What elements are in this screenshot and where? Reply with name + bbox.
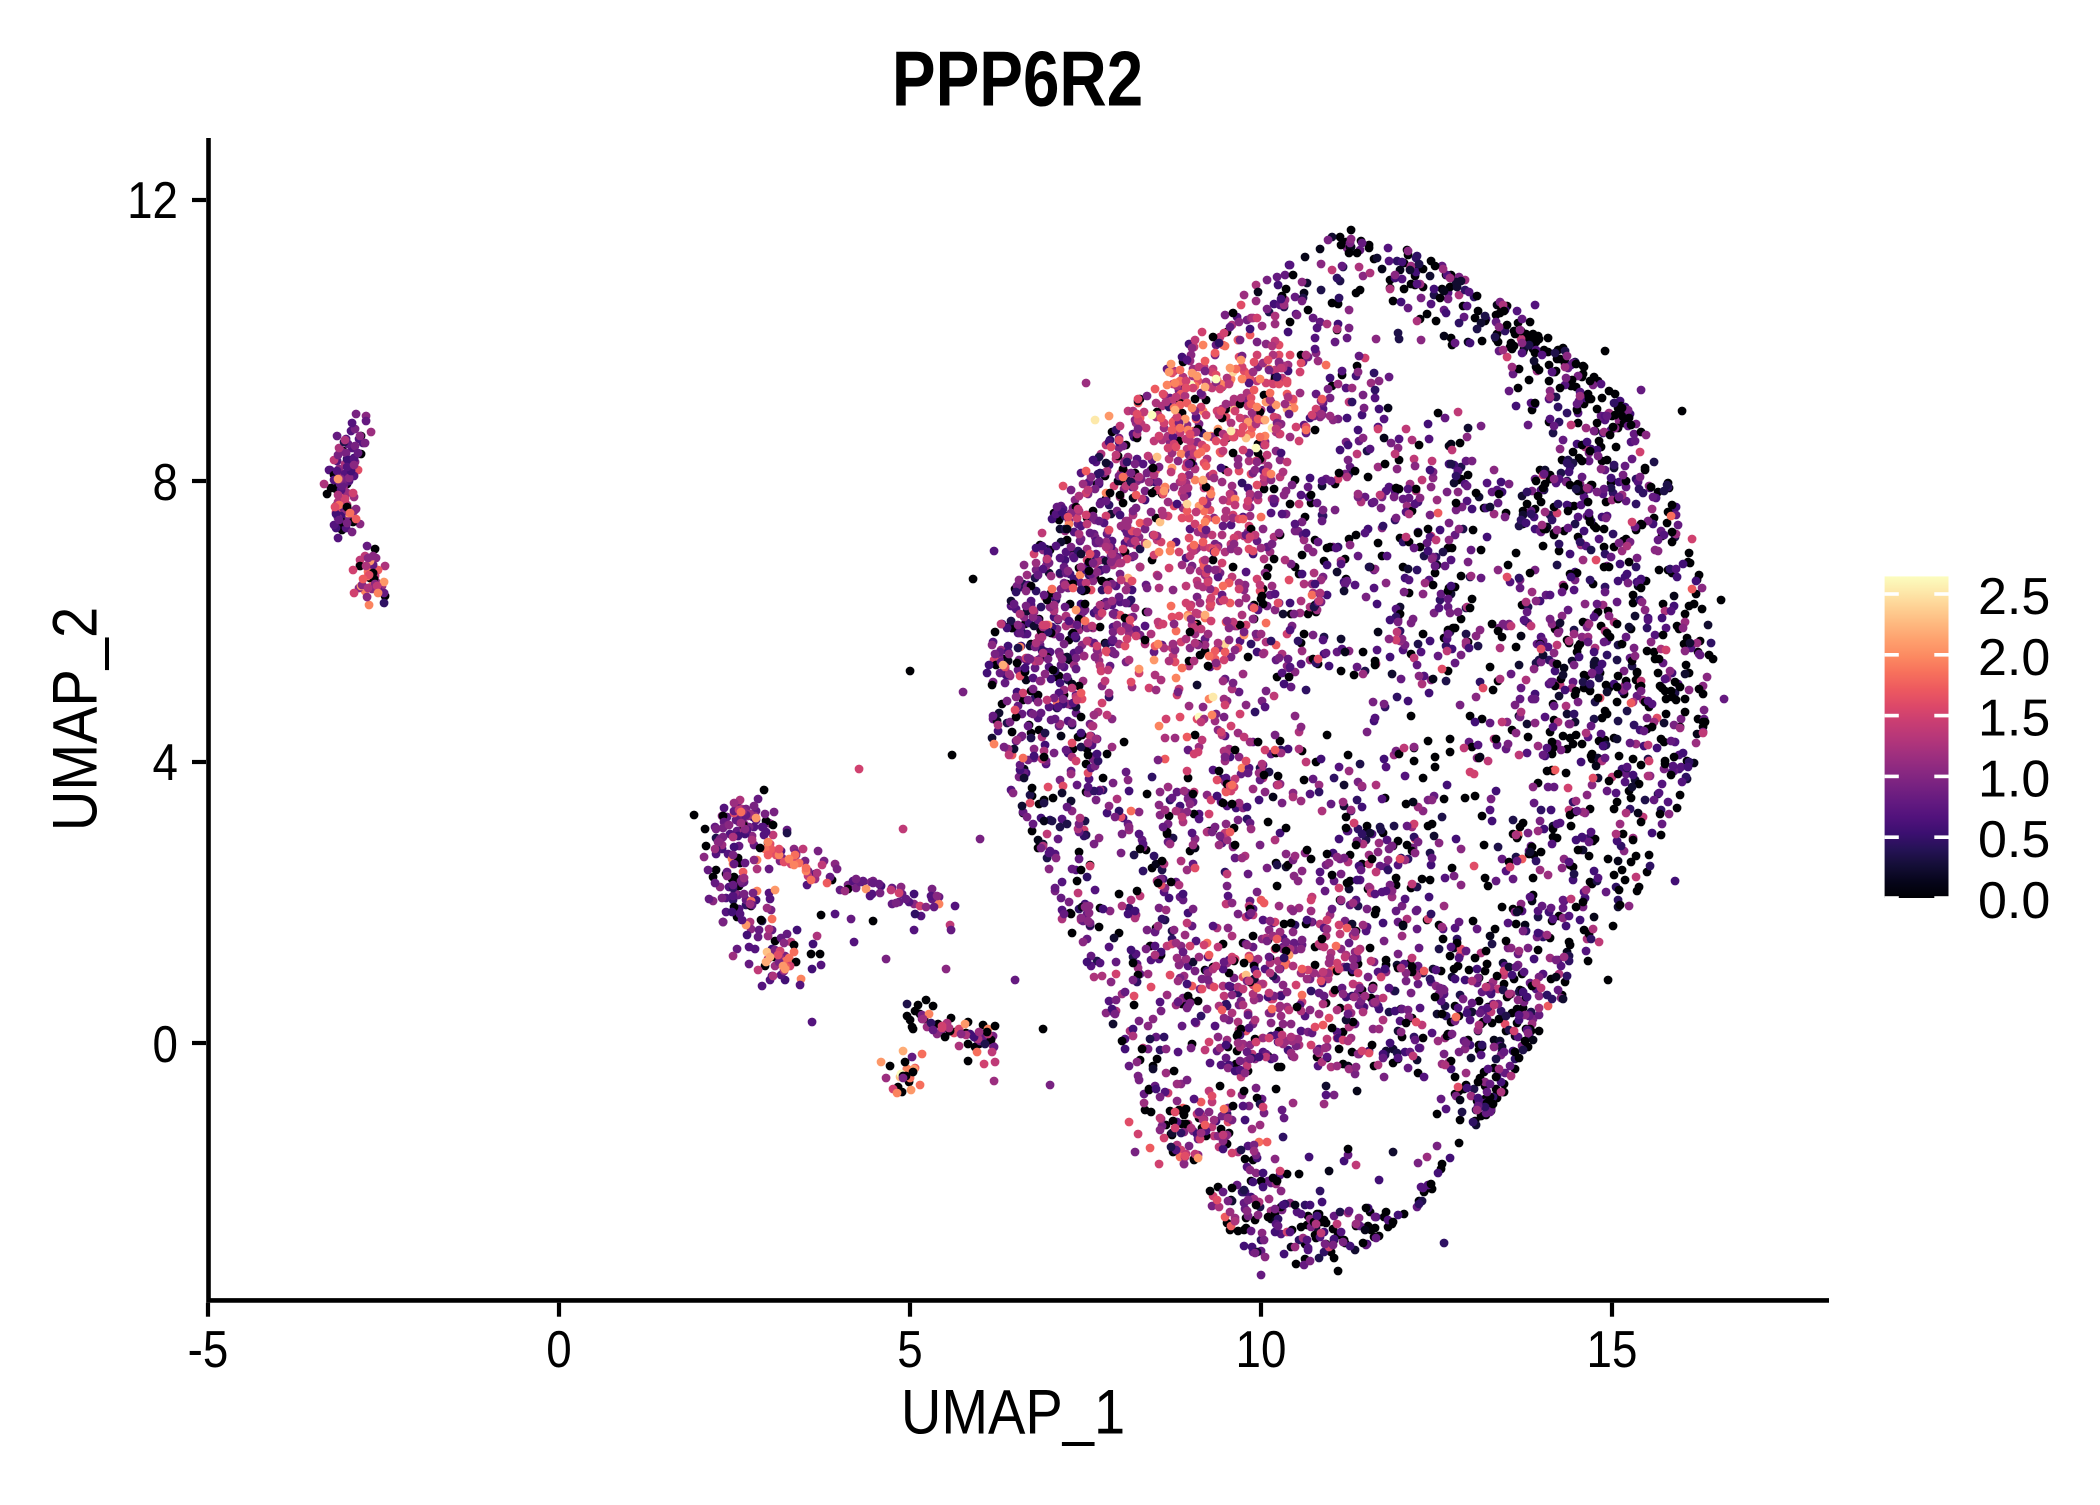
svg-text:1.0: 1.0: [1978, 750, 2050, 808]
svg-text:15: 15: [1587, 1321, 1638, 1378]
svg-text:2.0: 2.0: [1978, 629, 2050, 687]
svg-text:10: 10: [1236, 1321, 1287, 1378]
svg-text:UMAP_1: UMAP_1: [901, 1376, 1125, 1447]
svg-text:0: 0: [153, 1016, 178, 1073]
svg-text:0.0: 0.0: [1978, 872, 2050, 930]
svg-text:2.5: 2.5: [1978, 568, 2050, 626]
svg-text:4: 4: [153, 734, 178, 791]
svg-text:0.5: 0.5: [1978, 811, 2050, 869]
svg-text:0: 0: [546, 1321, 571, 1378]
svg-text:12: 12: [127, 172, 178, 229]
svg-text:5: 5: [897, 1321, 922, 1378]
svg-text:-5: -5: [188, 1321, 229, 1378]
svg-text:PPP6R2: PPP6R2: [892, 36, 1143, 123]
svg-text:UMAP_2: UMAP_2: [39, 607, 110, 831]
svg-text:8: 8: [153, 454, 178, 511]
svg-text:1.5: 1.5: [1978, 690, 2050, 748]
